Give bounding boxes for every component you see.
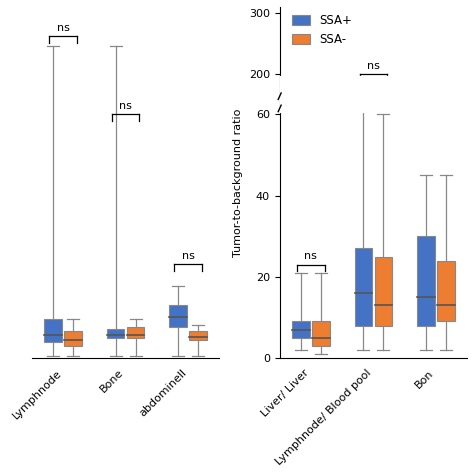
Bar [355,248,372,326]
Text: ns: ns [119,101,132,111]
Bar [374,256,392,326]
Bar [292,321,310,337]
Bar [437,261,455,321]
Bar [45,319,62,342]
Bar [127,327,145,338]
Bar [64,331,82,346]
Bar [169,305,187,327]
Bar [280,76,467,112]
Bar [190,331,207,340]
Text: ns: ns [304,252,317,262]
Bar [312,321,329,346]
Text: ns: ns [367,61,380,71]
Bar [107,329,124,338]
Legend: SSA+, SSA-: SSA+, SSA- [287,9,357,51]
Text: ns: ns [182,251,194,261]
Text: ns: ns [57,23,70,33]
Bar [417,236,435,326]
Y-axis label: Tumor-to-background ratio: Tumor-to-background ratio [233,108,243,256]
